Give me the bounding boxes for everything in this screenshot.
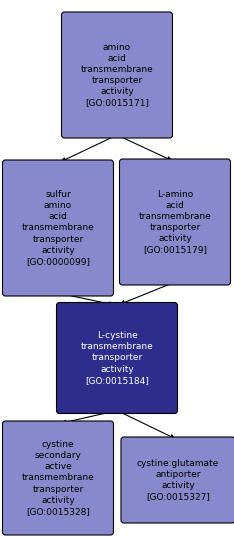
Text: sulfur
amino
acid
transmembrane
transporter
activity
[GO:0000099]: sulfur amino acid transmembrane transpor…: [22, 190, 94, 266]
Text: amino
acid
transmembrane
transporter
activity
[GO:0015171]: amino acid transmembrane transporter act…: [81, 43, 153, 107]
Text: cystine:glutamate
antiporter
activity
[GO:0015327]: cystine:glutamate antiporter activity [G…: [137, 459, 219, 501]
FancyBboxPatch shape: [121, 437, 234, 523]
FancyBboxPatch shape: [62, 12, 172, 138]
FancyBboxPatch shape: [3, 421, 113, 535]
FancyBboxPatch shape: [3, 160, 113, 296]
Text: L-amino
acid
transmembrane
transporter
activity
[GO:0015179]: L-amino acid transmembrane transporter a…: [139, 190, 211, 254]
Text: cystine
secondary
active
transmembrane
transporter
activity
[GO:0015328]: cystine secondary active transmembrane t…: [22, 440, 94, 516]
FancyBboxPatch shape: [120, 159, 230, 285]
FancyBboxPatch shape: [56, 302, 178, 413]
Text: L-cystine
transmembrane
transporter
activity
[GO:0015184]: L-cystine transmembrane transporter acti…: [81, 331, 153, 385]
